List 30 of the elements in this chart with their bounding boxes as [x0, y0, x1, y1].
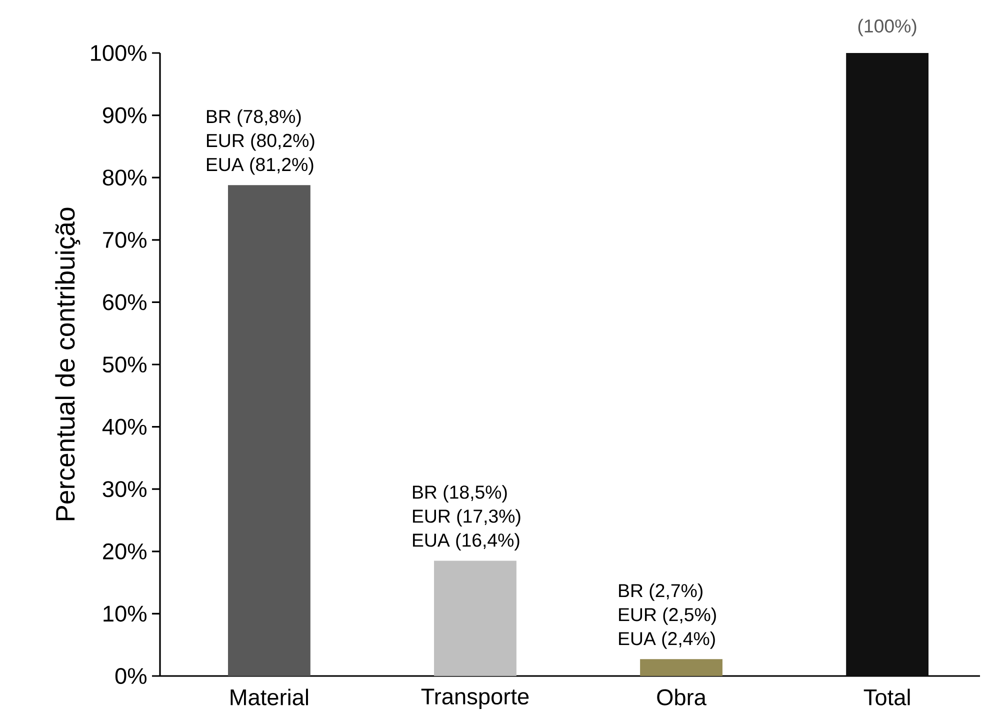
bar	[434, 560, 516, 676]
data-label: (100%)	[858, 18, 916, 36]
x-tick-label: Total	[864, 688, 910, 706]
y-tick-label: 70%	[103, 232, 146, 248]
y-tick-label: 80%	[102, 170, 146, 186]
x-tick-label: Transporte	[421, 688, 529, 710]
annotation: BR (78,8%)	[206, 109, 301, 127]
y-axis-title: Percentual de contribuição	[55, 208, 80, 520]
bar	[640, 659, 722, 676]
annotation: EUR (80,2%)	[206, 133, 314, 151]
y-tick-label: 50%	[102, 356, 146, 373]
annotation: EUR (2,5%)	[619, 608, 716, 625]
y-tick-label: 0%	[115, 668, 146, 684]
y-tick-label: 100%	[91, 44, 146, 62]
annotation: EUA (81,2%)	[206, 157, 314, 175]
y-tick-label: 90%	[102, 107, 146, 124]
x-tick-label: Obra	[657, 688, 706, 706]
annotation: BR (2,7%)	[619, 584, 702, 601]
y-tick-label: 30%	[102, 481, 146, 498]
annotation: BR (18,5%)	[413, 485, 507, 502]
annotation: EUA (16,4%)	[413, 533, 520, 550]
annotation: EUA (2,4%)	[619, 632, 715, 649]
bar	[228, 185, 310, 676]
x-tick-label: Material	[230, 688, 308, 706]
y-tick-label: 10%	[104, 606, 146, 622]
annotation: EUR (17,3%)	[413, 509, 520, 526]
bar	[846, 52, 928, 676]
y-tick-label: 60%	[103, 294, 146, 310]
y-tick-label: 40%	[102, 418, 146, 435]
y-tick-label: 20%	[103, 543, 146, 560]
